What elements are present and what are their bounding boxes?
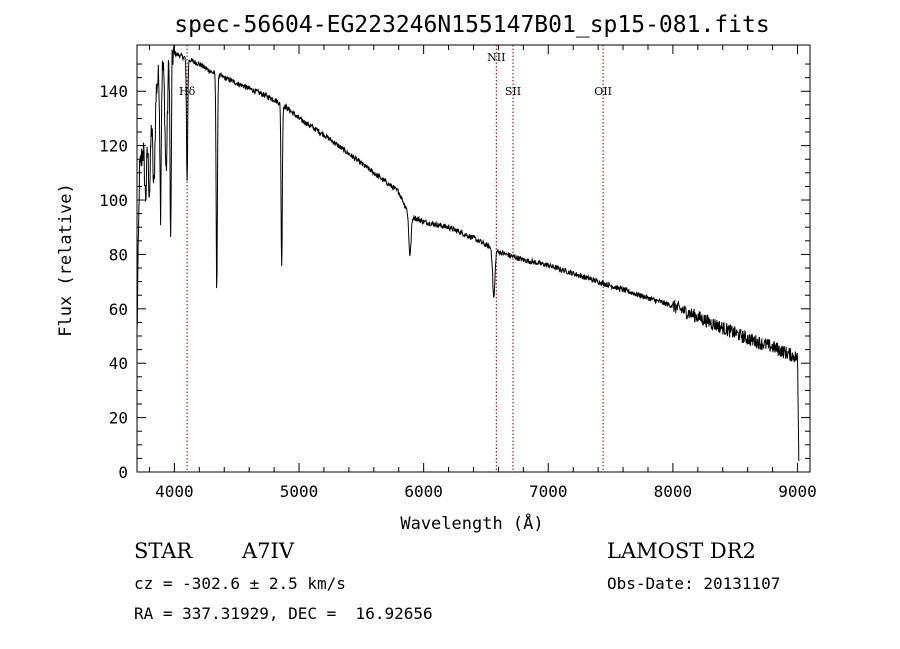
y-tick-label: 40 — [109, 354, 128, 373]
x-tick-label: 6000 — [404, 482, 443, 501]
x-tick-label: 4000 — [155, 482, 194, 501]
y-axis-label: Flux (relative) — [56, 183, 76, 337]
observation-date: Obs-Date: 20131107 — [607, 574, 781, 593]
reference-line-label: Hδ — [179, 85, 196, 98]
y-tick-label: 20 — [109, 409, 128, 428]
y-tick-label: 100 — [99, 191, 128, 210]
plot-frame — [136, 44, 811, 473]
reference-line-label: OII — [594, 85, 612, 98]
x-axis-label: Wavelength (Å) — [400, 512, 543, 534]
x-tick-label: 5000 — [280, 482, 319, 501]
y-tick-label: 140 — [99, 82, 128, 101]
y-tick-label: 80 — [109, 245, 128, 264]
reference-line-label: SII — [505, 85, 521, 98]
object-subclass: A7IV — [242, 539, 294, 563]
x-tick-label: 7000 — [529, 482, 568, 501]
chart-title: spec-56604-EG223246N155147B01_sp15-081.f… — [174, 12, 769, 38]
spectrum-series-line — [137, 45, 800, 462]
redshift-cz: cz = -302.6 ± 2.5 km/s — [134, 574, 346, 593]
coordinates: RA = 337.31929, DEC = 16.92656 — [134, 604, 433, 623]
object-class: STAR — [134, 539, 193, 563]
survey-name: LAMOST DR2 — [607, 539, 756, 563]
y-tick-label: 60 — [109, 300, 128, 319]
x-tick-label: 8000 — [654, 482, 693, 501]
reference-line-label: NII — [487, 51, 505, 64]
y-tick-label: 120 — [99, 137, 128, 156]
x-tick-label: 9000 — [778, 482, 817, 501]
y-tick-label: 0 — [118, 463, 128, 482]
